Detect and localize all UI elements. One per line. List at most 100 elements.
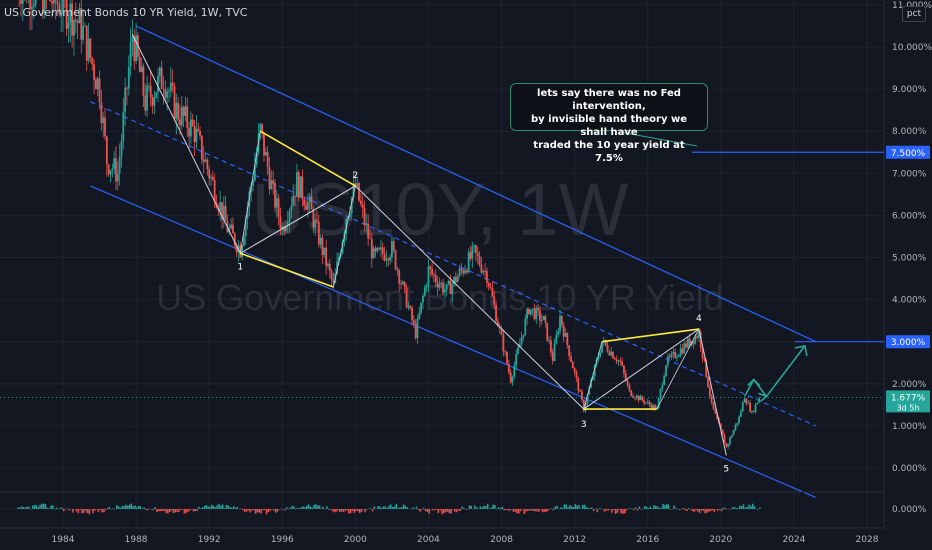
oscillator-bar <box>574 503 577 509</box>
candle-body <box>694 336 697 344</box>
oscillator-bar <box>720 509 723 512</box>
oscillator-bar <box>733 506 736 509</box>
candle-body <box>544 316 547 323</box>
oscillator-bar <box>344 509 346 512</box>
candle-body <box>449 280 452 295</box>
oscillator-bar <box>454 509 456 512</box>
wave-label-4: 4 <box>696 314 702 324</box>
y-tick-label: 8.000% <box>892 127 927 137</box>
horizontal-levels[interactable] <box>0 151 884 398</box>
candle-body <box>292 195 295 206</box>
candle-body <box>290 205 293 211</box>
oscillator-bar <box>673 505 675 509</box>
candle-body <box>416 318 419 339</box>
candle-body <box>599 352 602 357</box>
oscillator-bar <box>234 507 237 509</box>
candle-body <box>487 282 490 287</box>
annotation-note[interactable]: lets say there was no Fed intervention, … <box>510 83 708 164</box>
candle-body <box>480 265 483 273</box>
candle-body <box>241 245 243 258</box>
candle-body <box>32 4 35 7</box>
candle-body <box>451 284 454 295</box>
candle-body <box>285 225 287 232</box>
oscillator-bar <box>128 504 131 509</box>
candle-body <box>533 308 536 320</box>
candle-body <box>473 245 476 247</box>
candle-body <box>493 296 496 305</box>
candle-body <box>725 443 728 447</box>
candle-body <box>515 353 518 366</box>
oscillator-bar <box>258 509 261 513</box>
candle-body <box>433 274 435 276</box>
oscillator-bar <box>327 509 330 510</box>
candle-body <box>478 255 481 266</box>
candle-body <box>630 390 633 397</box>
candle-body <box>650 404 653 409</box>
oscillator-bar <box>121 506 123 509</box>
regression-channel[interactable] <box>90 25 817 499</box>
candle-body <box>509 372 512 383</box>
oscillator-bar <box>598 508 600 509</box>
price-tag-0[interactable]: 7.500% <box>886 145 930 159</box>
candle-body <box>80 8 83 40</box>
candle-body <box>484 271 486 272</box>
oscillator-bar <box>591 507 593 509</box>
projection-arrow-head <box>758 392 769 403</box>
oscillator-bar <box>216 505 218 509</box>
price-tag-1[interactable]: 3.000% <box>886 335 930 349</box>
candle-body <box>52 0 55 4</box>
candle-body <box>319 237 322 245</box>
oscillator-bar <box>662 503 664 509</box>
candle-body <box>219 202 222 211</box>
oscillator-bar <box>293 506 295 509</box>
candle-body <box>266 151 269 168</box>
oscillator-bar <box>541 509 544 513</box>
candle-body <box>475 245 477 253</box>
candle-body <box>127 67 130 89</box>
oscillator-bar <box>444 509 447 513</box>
candle-body <box>138 56 141 72</box>
oscillator-bar <box>583 504 586 509</box>
oscillator-bar <box>437 509 440 514</box>
price-tag-2[interactable]: 1.677%3d 5h <box>886 390 930 413</box>
candle-body <box>504 351 507 353</box>
oscillator-bar <box>209 506 211 509</box>
oscillator-bar <box>658 508 661 509</box>
oscillator-bar <box>759 507 761 509</box>
candle-body <box>639 396 642 401</box>
oscillator-bar <box>717 509 719 511</box>
candle-body <box>464 270 466 274</box>
oscillator-bar <box>28 506 30 509</box>
oscillator-bar <box>455 509 458 513</box>
oscillator-bar <box>565 504 567 509</box>
candle-body <box>49 0 52 2</box>
oscillator-bar <box>558 508 560 510</box>
oscillator-bar <box>424 509 427 512</box>
oscillator-bar <box>94 509 96 511</box>
oscillator-bar <box>505 509 507 511</box>
oscillator-bar <box>379 506 381 509</box>
candle-body <box>259 124 262 134</box>
channel-upper-line <box>135 25 817 343</box>
percent-scale-button[interactable]: pct <box>902 6 926 22</box>
candle-body <box>177 102 180 120</box>
candle-body <box>317 221 320 245</box>
candle-body <box>158 67 161 76</box>
oscillator-bar <box>19 507 21 509</box>
wedge-line <box>259 130 356 187</box>
oscillator-bar <box>68 509 70 511</box>
oscillator-bar <box>521 509 524 510</box>
candle-body <box>274 182 276 208</box>
chart-header-title: US Government Bonds 10 YR Yield, 1W, TVC <box>4 6 248 19</box>
candle-body <box>82 25 84 40</box>
candle-body <box>162 88 165 90</box>
candle-body <box>586 394 589 404</box>
candle-body <box>51 1 53 4</box>
oscillator-bar <box>168 509 171 512</box>
drawing-tools[interactable]: 1 2 3 4 5 <box>131 34 808 474</box>
oscillator-bar <box>570 506 573 509</box>
candle-body <box>84 25 86 27</box>
oscillator-bar <box>88 509 91 515</box>
